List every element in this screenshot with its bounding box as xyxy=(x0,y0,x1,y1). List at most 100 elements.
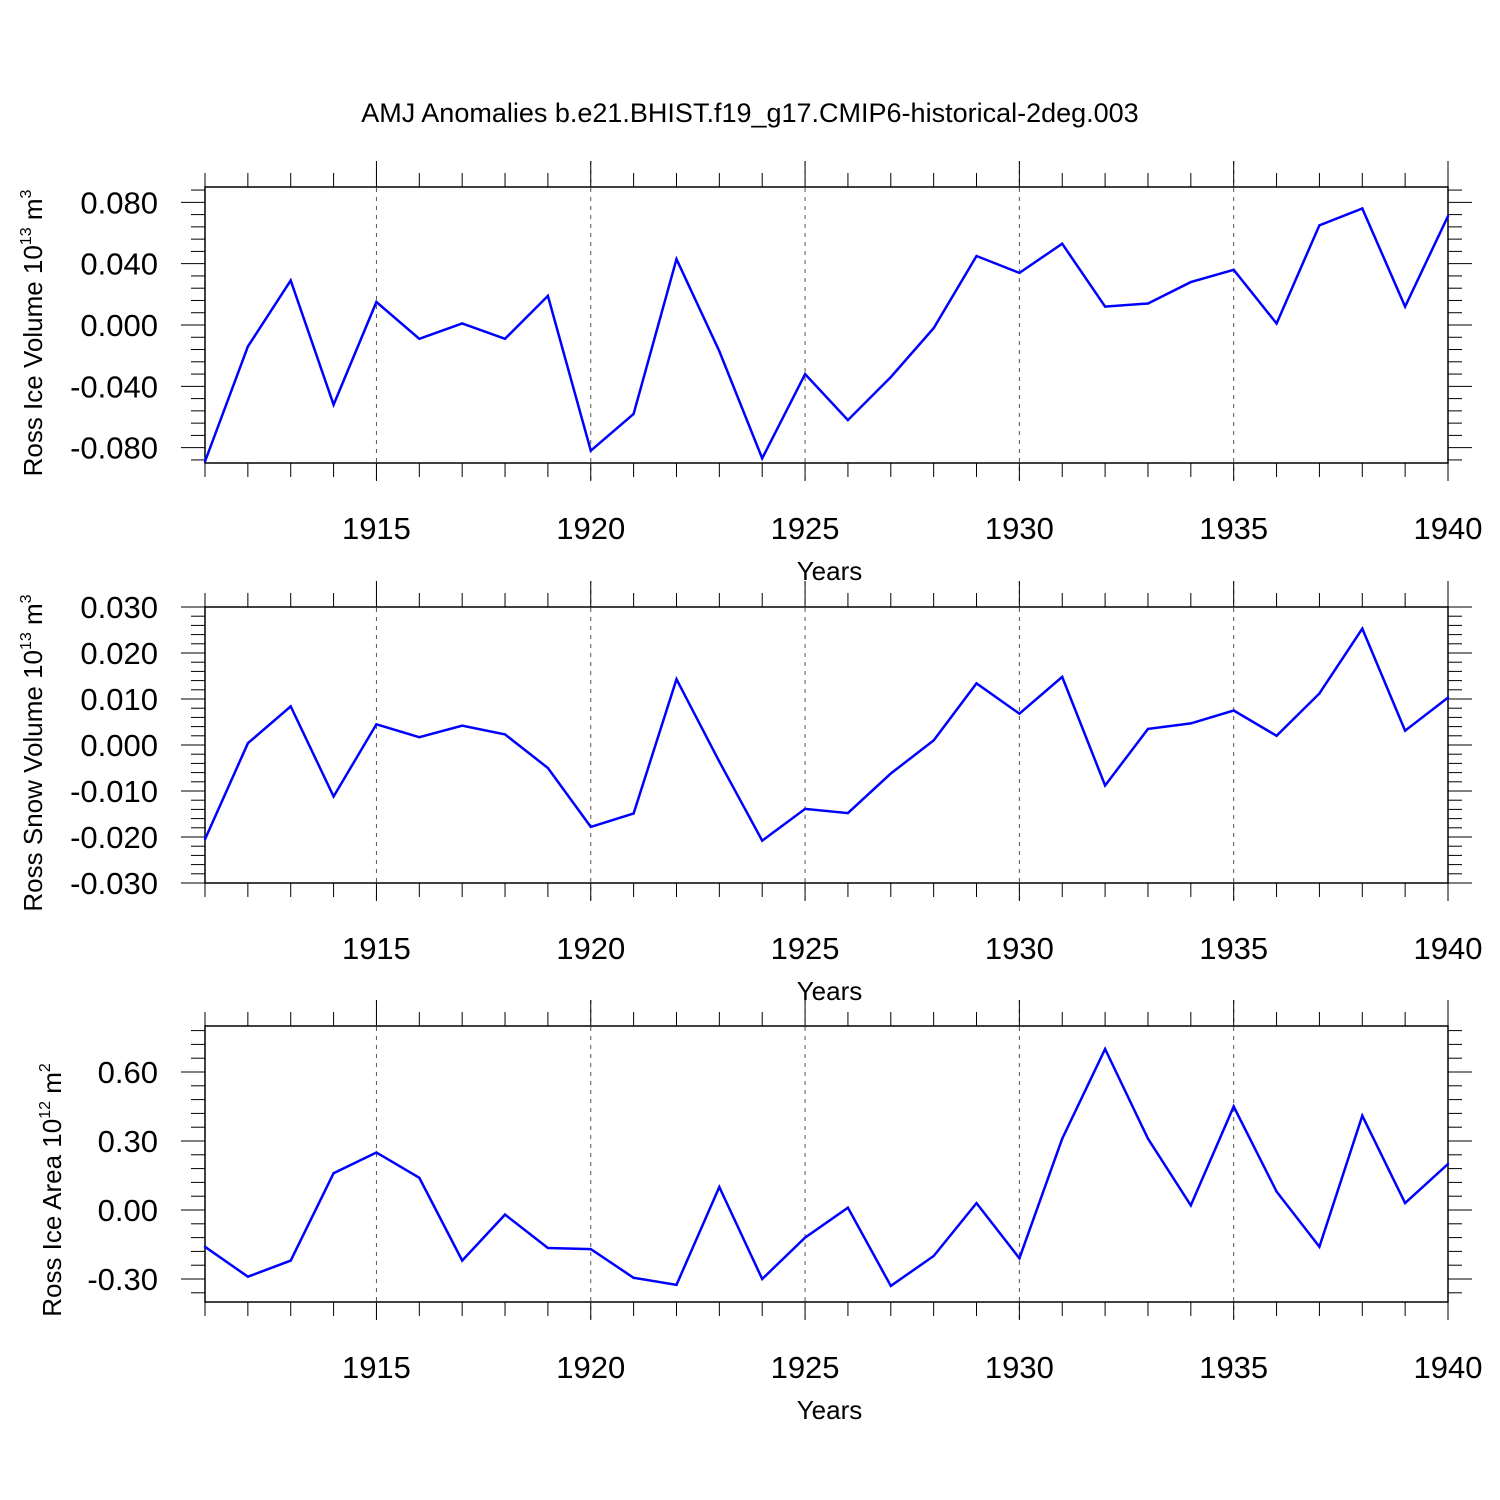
data-point xyxy=(546,1246,550,1250)
x-tick-label: 1930 xyxy=(985,931,1054,966)
data-point xyxy=(1361,1114,1364,1117)
y-tick-label: -0.020 xyxy=(70,820,158,855)
y-tick-label: 0.60 xyxy=(98,1055,158,1090)
data-point xyxy=(460,322,464,325)
data-point xyxy=(589,449,592,452)
data-point xyxy=(246,345,250,348)
data-point xyxy=(1061,242,1064,245)
data-point xyxy=(803,807,807,811)
data-point xyxy=(203,1245,207,1249)
data-point xyxy=(975,682,978,685)
data-point xyxy=(332,795,335,798)
panel-ice-area: -0.30 0.00 0.30 0.60 1915 1920 1925 1930 1935 194… xyxy=(37,1000,1482,1425)
data-point xyxy=(1232,268,1235,271)
data-point xyxy=(932,739,935,742)
x-tick-label: 1925 xyxy=(771,931,840,966)
data-point xyxy=(632,412,635,416)
data-point xyxy=(632,1276,635,1280)
x-tick-label: 1935 xyxy=(1199,511,1268,546)
data-point xyxy=(1103,784,1107,787)
data-point xyxy=(418,735,421,739)
y-axis-title: Ross Snow Volume 1013 m3 xyxy=(18,594,48,911)
data-point xyxy=(1018,271,1021,275)
data-point xyxy=(1446,696,1450,699)
data-point xyxy=(418,1176,421,1180)
data-point xyxy=(1232,709,1235,712)
data-point xyxy=(1232,1105,1235,1108)
y-tick-label: 0.030 xyxy=(80,590,158,625)
y-tick-label: 0.000 xyxy=(80,308,158,343)
x-axis-title: Years xyxy=(797,1395,863,1425)
data-point xyxy=(1146,302,1150,305)
y-tick-label: -0.010 xyxy=(70,774,158,809)
plot-frame xyxy=(204,186,1449,464)
x-tick-label: 1935 xyxy=(1199,1350,1268,1385)
data-point xyxy=(846,1206,850,1209)
panel-snow-volume: -0.030 -0.020 -0.010 0.000 0.010 0.020 0.030 19… xyxy=(18,581,1482,1006)
x-tick-label: 1920 xyxy=(556,511,625,546)
data-point xyxy=(803,372,807,376)
data-point xyxy=(589,1247,592,1251)
data-point xyxy=(846,811,850,815)
y-tick-label: 0.30 xyxy=(98,1124,158,1159)
data-point xyxy=(718,1185,721,1189)
data-point xyxy=(375,1151,378,1154)
data-point xyxy=(1275,734,1278,737)
y-tick-label: 0.020 xyxy=(80,636,158,671)
x-tick-label: 1940 xyxy=(1414,511,1483,546)
data-point xyxy=(546,766,550,770)
x-axis-title: Years xyxy=(797,556,863,586)
data-point xyxy=(675,257,678,261)
data-point xyxy=(761,457,764,460)
y-tick-label: 0.000 xyxy=(80,728,158,763)
data-point xyxy=(589,825,592,829)
plot-frame xyxy=(204,606,1449,884)
data-point xyxy=(1318,1245,1321,1249)
data-point xyxy=(246,741,250,745)
x-axis-title: Years xyxy=(797,976,863,1006)
data-point xyxy=(1103,305,1107,308)
x-tick-label: 1920 xyxy=(556,1350,625,1385)
chart-title: AMJ Anomalies b.e21.BHIST.f19_g17.CMIP6-… xyxy=(361,98,1139,128)
x-tick-label: 1930 xyxy=(985,511,1054,546)
x-tick-label: 1915 xyxy=(342,931,411,966)
y-tick-label: 0.040 xyxy=(80,247,158,282)
y-tick-label: 0.00 xyxy=(98,1193,158,1228)
data-point xyxy=(632,812,635,815)
data-point xyxy=(1189,722,1193,725)
data-point xyxy=(1275,1190,1278,1193)
y-axis-title: Ross Ice Area 1012 m2 xyxy=(37,1063,67,1317)
data-point xyxy=(1146,1137,1150,1140)
data-point xyxy=(1446,1162,1450,1166)
data-point xyxy=(1189,280,1193,284)
data-point xyxy=(1018,1257,1021,1260)
x-tick-label: 1940 xyxy=(1414,931,1483,966)
data-point xyxy=(375,300,378,304)
x-tick-label: 1930 xyxy=(985,1350,1054,1385)
data-point xyxy=(718,760,721,763)
data-point xyxy=(675,678,678,681)
data-point xyxy=(1275,322,1278,325)
data-point xyxy=(289,705,292,708)
data-point xyxy=(1103,1047,1107,1051)
data-point xyxy=(1403,1201,1407,1205)
x-tick-label: 1920 xyxy=(556,931,625,966)
series-line-snow-volume xyxy=(203,625,1449,843)
y-tick-label: 0.080 xyxy=(80,185,158,220)
data-point xyxy=(289,279,292,282)
data-point xyxy=(1146,727,1150,731)
data-point xyxy=(1318,224,1321,227)
data-point xyxy=(503,337,507,340)
data-point xyxy=(1403,305,1407,308)
y-tick-label: -0.080 xyxy=(70,431,158,466)
y-axis-title: Ross Ice Volume 1013 m3 xyxy=(18,189,48,476)
data-point xyxy=(1361,627,1364,630)
data-point xyxy=(1318,692,1321,695)
data-point xyxy=(675,1283,678,1286)
data-point xyxy=(975,1201,978,1205)
data-point xyxy=(1061,1137,1064,1140)
x-tick-label: 1925 xyxy=(771,511,840,546)
data-point xyxy=(375,723,378,726)
data-point xyxy=(1061,675,1064,679)
